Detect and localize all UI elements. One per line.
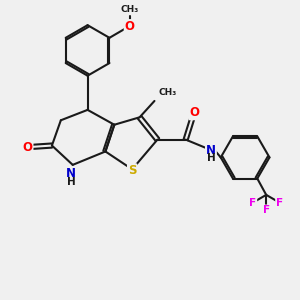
Text: O: O (190, 106, 200, 119)
Text: O: O (22, 140, 32, 154)
Text: S: S (128, 164, 136, 177)
Text: CH₃: CH₃ (158, 88, 176, 98)
Text: O: O (125, 20, 135, 33)
Text: F: F (263, 205, 270, 215)
Text: CH₃: CH₃ (121, 5, 139, 14)
Text: N: N (66, 167, 76, 180)
Text: N: N (206, 143, 216, 157)
Text: H: H (207, 153, 216, 163)
Text: H: H (67, 177, 76, 187)
Text: F: F (249, 198, 256, 208)
Text: F: F (276, 198, 283, 208)
